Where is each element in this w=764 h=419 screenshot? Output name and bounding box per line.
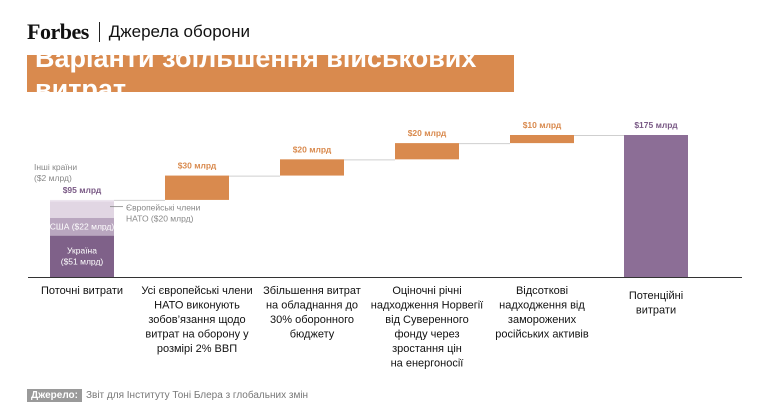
- value-label-6: $175 млрд: [634, 120, 678, 130]
- category-label-line: Усі європейські члени: [141, 285, 252, 297]
- category-label-line: фонду через: [394, 329, 459, 341]
- bar-segment-1: [50, 235, 114, 277]
- value-label-5: $10 млрд: [523, 120, 562, 130]
- category-label-line: заморожених: [508, 314, 577, 326]
- bar-3: [280, 159, 344, 176]
- category-label-line: надходження Норвегії: [371, 300, 483, 312]
- category-label-line: Збільшення витрат: [263, 285, 361, 297]
- category-label-3: Збільшення витрат на обладнання до 30% обо…: [263, 285, 361, 341]
- category-label-5: Відсоткові надходження від заморожених росі…: [495, 285, 589, 341]
- breakdown-label-line: США ($22 млрд): [50, 222, 115, 232]
- breakdown-label-4: Інші країни ($2 млрд): [34, 162, 77, 183]
- breakdown-label-line: Україна: [67, 245, 97, 255]
- section-name: Джерела оборони: [108, 22, 250, 41]
- category-label-line: витрати: [636, 305, 676, 317]
- category-label-2: Усі європейські члени НАТО виконують зобов…: [141, 285, 252, 355]
- breakdown-label-2: США ($22 млрд): [50, 222, 115, 232]
- category-label-line: від Суверенного: [385, 314, 468, 326]
- category-label-line: Поточні витрати: [41, 285, 123, 297]
- bar-segment-2: [50, 217, 114, 236]
- breakdown-label-line: ($51 млрд): [61, 256, 104, 266]
- source-note: Джерело: Звіт для Інституту Тоні Блера з…: [27, 388, 308, 403]
- bar-2: [165, 175, 229, 200]
- category-label-line: Оціночні річні: [392, 285, 461, 297]
- category-label-line: російських активів: [495, 329, 589, 341]
- header-divider: [98, 22, 100, 42]
- category-label-line: 30% оборонного: [270, 314, 354, 326]
- category-label-line: зростання цін: [392, 343, 462, 355]
- value-label-4: $20 млрд: [408, 128, 447, 138]
- category-label-6: Потенційні витрати: [629, 290, 683, 317]
- category-label-line: розмірі 2% ВВП: [157, 343, 237, 355]
- bar-5: [510, 135, 574, 144]
- category-label-line: Відсоткові: [516, 285, 568, 297]
- category-label-line: витрат на оборону у: [145, 329, 249, 341]
- breakdown-label-3: Європейські члени НАТО ($20 млрд): [126, 203, 201, 224]
- source-label: Джерело:: [27, 389, 82, 402]
- bar-segment-3: [50, 201, 114, 218]
- category-label-line: Потенційні: [629, 290, 683, 302]
- breakdown-label-line: Європейські члени: [126, 203, 201, 213]
- category-label-line: на обладнання до: [266, 300, 358, 312]
- bar-4: [395, 143, 459, 160]
- bar-segment-4: [50, 199, 114, 202]
- value-label-2: $30 млрд: [178, 161, 217, 171]
- value-label-3: $20 млрд: [293, 144, 332, 154]
- category-label-line: на енергоносії: [391, 358, 464, 370]
- category-label-line: зобов’язання щодо: [148, 314, 245, 326]
- forbes-logo: Forbes: [27, 19, 89, 44]
- bar-6: [624, 135, 688, 277]
- value-label-1: $95 млрд: [63, 185, 102, 195]
- breakdown-label-line: Інші країни: [34, 162, 77, 172]
- category-label-line: бюджету: [290, 329, 335, 341]
- breakdown-label-line: НАТО ($20 млрд): [126, 214, 194, 224]
- category-label-4: Оціночні річні надходження Норвегії від Су…: [371, 285, 483, 370]
- breakdown-label-line: ($2 млрд): [34, 173, 72, 183]
- category-label-line: надходження від: [499, 300, 585, 312]
- source-text: Звіт для Інституту Тоні Блера з глобальн…: [85, 390, 309, 401]
- category-label-1: Поточні витрати: [41, 285, 123, 297]
- brand-header: Forbes Джерела оборони: [27, 18, 250, 46]
- breakdown-label-1: Україна ($51 млрд): [61, 245, 104, 266]
- category-label-line: НАТО виконують: [154, 300, 240, 312]
